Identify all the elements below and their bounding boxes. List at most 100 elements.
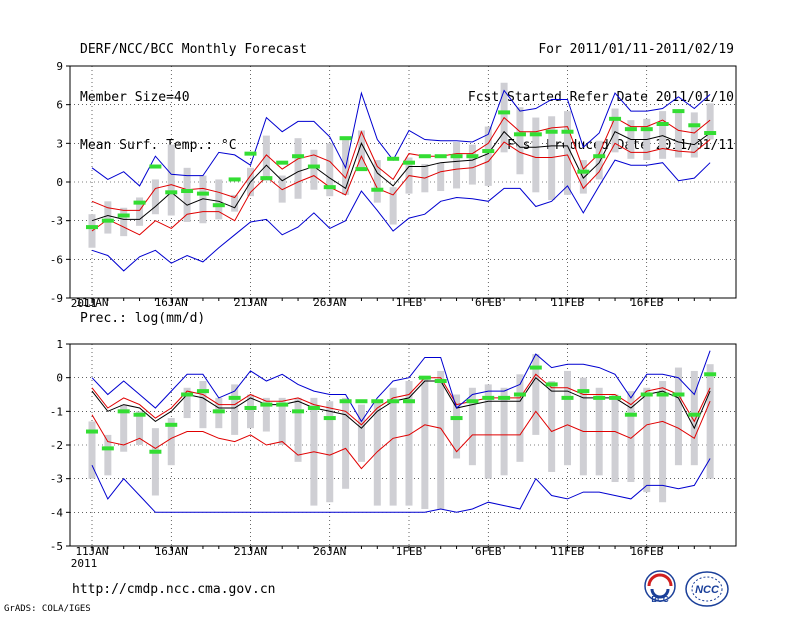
spread-box [421,377,429,509]
median-mark [292,409,305,414]
median-mark [323,185,336,190]
median-mark [545,382,558,387]
spread-box [564,370,571,466]
spread-box [659,381,667,503]
median-mark [466,399,479,404]
spread-box [627,391,635,483]
spread-box [389,387,397,506]
median-mark [545,129,558,134]
median-mark [561,395,574,400]
spread-box [294,397,302,462]
median-mark [704,131,717,136]
median-mark [196,389,209,394]
median-mark [181,392,194,397]
median-mark [260,402,273,407]
spread-box [564,111,571,195]
spread-box [468,387,476,466]
x-tick-label: 21JAN [234,545,267,558]
median-mark [624,127,637,132]
median-mark [117,409,130,414]
x-tick-label: 1FEB [396,296,423,309]
median-mark [307,164,320,169]
series-line-min [91,159,711,272]
spread-box [405,381,413,506]
ncc-logo-text: NCC [695,584,720,596]
x-year-label: 2011 [71,557,98,570]
spread-box [453,142,461,189]
y-tick-label: -6 [50,253,63,266]
grads-credit: GrADS: COLA/IGES [4,604,91,614]
median-mark [577,389,590,394]
y-tick-label: 9 [56,60,63,73]
x-tick-label: 16FEB [630,296,663,309]
spread-box [611,394,619,483]
median-mark [624,412,637,417]
precip-panel-title: Prec.: log(mm/d) [80,311,205,326]
median-mark [593,395,606,400]
median-mark [609,116,622,121]
series-line-mean [91,376,711,430]
median-mark [276,402,289,407]
median-mark [323,416,336,421]
spread-box [579,377,587,476]
median-mark [450,154,463,159]
median-mark [640,392,653,397]
member-size-label: Member Size=40 [80,90,190,105]
spread-box [437,162,445,192]
spread-box [120,207,128,237]
median-mark [86,225,98,230]
spread-box [215,179,223,220]
median-mark [577,169,590,174]
spread-box [262,135,270,181]
series-line-lower [91,139,711,236]
y-tick-label: 3 [56,137,63,150]
series-line-upper [91,373,711,426]
spread-box [231,194,239,212]
median-mark [498,110,511,115]
spread-box [674,112,682,158]
median-mark [656,392,669,397]
series-line-max [91,350,711,423]
bcc-logo: BCC [644,570,676,604]
spread-box [247,394,254,429]
y-tick-label: 1 [56,338,63,351]
median-mark [355,399,368,404]
y-tick-label: -5 [50,540,63,553]
median-mark [482,395,495,400]
median-mark [212,409,225,414]
median-mark [450,416,463,421]
median-mark [276,160,289,165]
spread-box [500,387,508,476]
spread-box [199,381,207,429]
median-mark [292,154,305,159]
spread-box [104,434,112,476]
spread-box [183,167,191,222]
median-mark [561,129,574,134]
y-tick-label: -2 [50,439,63,452]
median-mark [672,392,685,397]
spread-box [484,384,492,479]
median-mark [403,160,415,165]
source-url[interactable]: http://cmdp.ncc.cma.gov.cn [72,582,276,597]
x-tick-label: 16JAN [155,296,188,309]
spread-box [136,411,144,445]
spread-box [484,126,492,186]
median-mark [133,412,146,417]
median-mark [307,405,320,410]
median-mark [101,446,114,451]
median-mark [434,379,447,384]
spread-box [437,370,445,509]
median-mark [609,395,622,400]
spread-box [183,387,191,419]
median-mark [101,218,114,223]
header-left: DERF/NCC/BCC Monthly Forecast Member Siz… [80,10,307,170]
spread-box [278,397,286,445]
median-mark [212,203,225,208]
spread-box [88,421,96,479]
spread-box [104,201,112,234]
x-year-label: 2011 [71,297,98,310]
spread-box [151,179,159,215]
spread-box [690,112,698,158]
spread-box [262,397,270,432]
spread-box [532,117,540,193]
